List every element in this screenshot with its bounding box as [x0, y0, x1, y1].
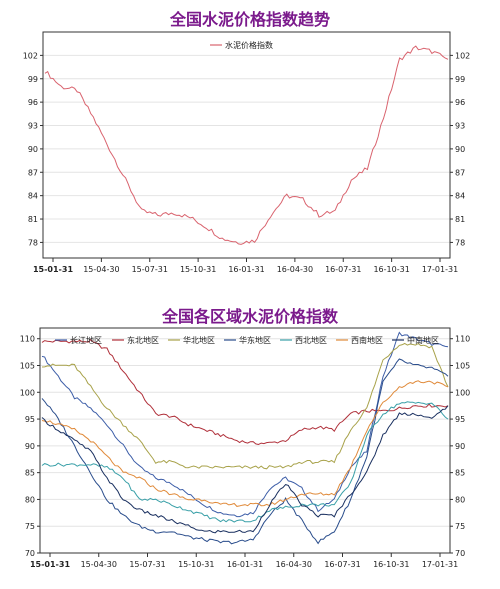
y-tick-label: 110 [20, 335, 35, 344]
y-tick-label: 70 [25, 549, 35, 558]
legend-label: 西北地区 [295, 335, 327, 345]
y-tick-label: 90 [28, 145, 38, 154]
y-tick-label-right: 110 [455, 335, 470, 344]
y-tick-label-right: 90 [455, 442, 465, 451]
y-tick-label: 105 [20, 362, 35, 371]
series-line-0 [44, 45, 449, 245]
x-tick-label: 16-04-30 [276, 560, 312, 569]
y-tick-label: 84 [28, 192, 38, 201]
y-tick-label: 102 [23, 51, 38, 60]
chart-title-national: 全国水泥价格指数趋势 [169, 10, 330, 29]
x-tick-label: 15-04-30 [83, 265, 119, 274]
y-tick-label-right: 95 [455, 415, 465, 424]
x-tick-label: 16-10-31 [373, 265, 409, 274]
x-tick-label: 15-07-31 [132, 265, 168, 274]
chart-title-regional: 全国各区域水泥价格指数 [161, 307, 338, 326]
y-tick-label-right: 70 [455, 549, 465, 558]
x-tick-label: 16-01-31 [228, 265, 264, 274]
y-tick-label-right: 80 [455, 495, 465, 504]
x-tick-label: 16-10-31 [373, 560, 409, 569]
legend-label: 水泥价格指数 [225, 40, 273, 50]
y-tick-label-right: 93 [455, 122, 465, 131]
series-line-2 [41, 342, 449, 470]
series-line-4 [41, 401, 449, 523]
y-tick-label: 100 [20, 388, 35, 397]
series-line-3 [41, 358, 449, 545]
legend-label: 长江地区 [70, 335, 102, 345]
x-tick-label: 15-04-30 [81, 560, 117, 569]
y-tick-label-right: 100 [455, 388, 470, 397]
y-tick-label: 81 [28, 215, 38, 224]
x-tick-label: 15-01-31 [33, 265, 73, 274]
y-tick-label: 87 [28, 168, 38, 177]
y-tick-label: 80 [25, 495, 35, 504]
y-tick-label-right: 75 [455, 522, 465, 531]
y-tick-label: 96 [28, 98, 38, 107]
y-tick-label-right: 102 [455, 51, 470, 60]
y-tick-label: 78 [28, 238, 38, 247]
y-tick-label-right: 78 [455, 238, 465, 247]
x-tick-label: 16-07-31 [324, 560, 360, 569]
x-tick-label: 17-01-31 [422, 265, 458, 274]
x-tick-label: 16-07-31 [325, 265, 361, 274]
national-index-chart: 78 78 81 81 84 84 87 87 90 90 93 93 96 96 99 99 102 102 15… [23, 31, 470, 274]
y-tick-label-right: 87 [455, 168, 465, 177]
y-tick-label-right: 96 [455, 98, 465, 107]
x-tick-label: 16-04-30 [277, 265, 313, 274]
y-tick-label-right: 81 [455, 215, 465, 224]
y-tick-label: 90 [25, 442, 35, 451]
series-line-6 [41, 405, 449, 534]
series-line-5 [41, 380, 449, 507]
legend-label: 华东地区 [239, 335, 271, 345]
x-tick-label: 15-01-31 [30, 560, 70, 569]
x-tick-label: 16-01-31 [227, 560, 263, 569]
y-tick-label: 93 [28, 122, 38, 131]
legend-label: 西南地区 [351, 335, 383, 345]
x-tick-label: 15-07-31 [129, 560, 165, 569]
y-tick-label-right: 84 [455, 192, 465, 201]
x-tick-label: 15-10-31 [178, 560, 214, 569]
series-line-0 [41, 331, 449, 518]
y-tick-label: 95 [25, 415, 35, 424]
legend-label: 中南地区 [407, 335, 439, 345]
y-tick-label: 99 [28, 75, 38, 84]
y-tick-label-right: 90 [455, 145, 465, 154]
y-tick-label-right: 99 [455, 75, 465, 84]
series-line-1 [41, 339, 449, 446]
x-tick-label: 17-01-31 [422, 560, 458, 569]
y-tick-label: 75 [25, 522, 35, 531]
legend-label: 华北地区 [183, 335, 215, 345]
y-tick-label-right: 85 [455, 469, 465, 478]
y-tick-label: 85 [25, 469, 35, 478]
x-tick-label: 15-10-31 [180, 265, 216, 274]
legend-label: 东北地区 [127, 335, 159, 345]
y-tick-label-right: 105 [455, 362, 470, 371]
